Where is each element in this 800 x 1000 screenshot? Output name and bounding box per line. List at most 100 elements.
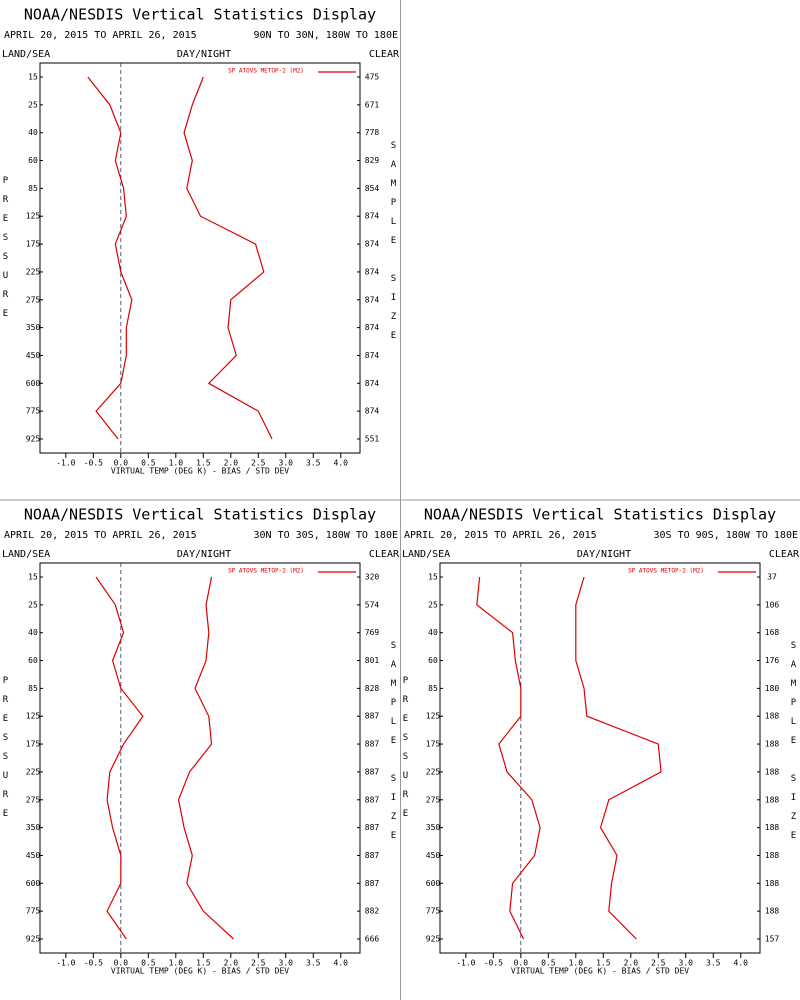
x-tick-label: 0.0 [114, 459, 129, 468]
x-tick-label: -1.0 [56, 459, 75, 468]
x-axis-label: VIRTUAL TEMP (DEG K) - BIAS / STD DEV [511, 967, 689, 976]
sample-size: 168 [765, 628, 780, 637]
date-range: APRIL 20, 2015 TO APRIL 26, 2015 [4, 30, 197, 41]
x-tick-label: 2.5 [651, 959, 666, 968]
y-tick-label: 40 [28, 628, 38, 637]
y-tick-label: 85 [428, 684, 438, 693]
series-line [476, 576, 541, 940]
y-tick-label: 600 [426, 879, 441, 888]
x-tick-label: 1.0 [569, 959, 584, 968]
legend-label: SP ATOVS METOP-2 (M2) [228, 568, 304, 575]
clear: CLEAR [769, 549, 800, 560]
sample-size: 475 [365, 73, 380, 82]
y-tick-label: 275 [26, 295, 41, 304]
x-tick-label: 1.5 [196, 959, 211, 968]
x-tick-label: 2.0 [624, 959, 639, 968]
legend-label: SP ATOVS METOP-2 (M2) [228, 68, 304, 75]
y-tick-label: 175 [426, 740, 441, 749]
sample-size: 874 [365, 407, 380, 416]
y-tick-label: 925 [26, 935, 41, 944]
plot-frame [39, 62, 361, 454]
plot-frame [39, 562, 361, 954]
sample-size: 854 [365, 184, 380, 193]
y-axis-label: PRESSURE [401, 676, 411, 828]
x-tick-label: 3.5 [306, 459, 321, 468]
y-tick-label: 450 [26, 351, 41, 360]
series-line [177, 576, 234, 940]
sample-size: 106 [765, 600, 780, 609]
sample-size: 882 [365, 907, 380, 916]
x-tick-label: -0.5 [484, 959, 503, 968]
y-tick-label: 60 [428, 656, 438, 665]
x-tick-label: 4.0 [334, 959, 349, 968]
region: 90N TO 30N, 180W TO 180E [254, 30, 399, 41]
x-axis-label: VIRTUAL TEMP (DEG K) - BIAS / STD DEV [111, 967, 289, 976]
y-tick-label: 125 [26, 712, 41, 721]
y-tick-label: 85 [28, 184, 38, 193]
y-tick-label: 225 [426, 767, 441, 776]
y-tick-label: 15 [28, 73, 38, 82]
y-tick-label: 15 [28, 573, 38, 582]
y-tick-label: 60 [28, 156, 38, 165]
x-tick-label: 1.0 [169, 959, 184, 968]
x-tick-label: 3.0 [679, 959, 694, 968]
sample-size: 874 [365, 212, 380, 221]
x-tick-label: -0.5 [84, 459, 103, 468]
sample-size: 666 [365, 935, 380, 944]
date-range: APRIL 20, 2015 TO APRIL 26, 2015 [4, 530, 197, 541]
sample-size: 887 [365, 851, 380, 860]
y-tick-label: 40 [428, 628, 438, 637]
x-tick-label: 0.5 [541, 959, 556, 968]
sample-size: 37 [767, 573, 777, 582]
sample-size: 887 [365, 823, 380, 832]
sample-size: 180 [765, 684, 780, 693]
sample-size: 574 [365, 600, 380, 609]
sample-size: 801 [365, 656, 380, 665]
day-night: DAY/NIGHT [177, 49, 231, 60]
series-line [183, 76, 273, 440]
y-axis-label: PRESSURE [1, 176, 11, 328]
y2-axis-label: SAMPLE SIZE [789, 641, 799, 850]
x-tick-label: 4.0 [734, 959, 749, 968]
y-tick-label: 600 [26, 879, 41, 888]
chart-title: NOAA/NESDIS Vertical Statistics Display [24, 506, 376, 524]
x-tick-label: 2.0 [224, 459, 239, 468]
x-tick-label: 2.5 [251, 959, 266, 968]
y-tick-label: 25 [428, 600, 438, 609]
land-sea: LAND/SEA [2, 549, 50, 560]
y-tick-label: 275 [26, 795, 41, 804]
y-tick-label: 25 [28, 600, 38, 609]
y-tick-label: 600 [26, 379, 41, 388]
y-tick-label: 775 [426, 907, 441, 916]
sample-size: 188 [765, 879, 780, 888]
x-tick-label: 1.5 [596, 959, 611, 968]
x-tick-label: 2.5 [251, 459, 266, 468]
series-line [575, 576, 662, 940]
sample-size: 874 [365, 351, 380, 360]
region: 30N TO 30S, 180W TO 180E [254, 530, 399, 541]
legend-label: SP ATOVS METOP-2 (M2) [628, 568, 704, 575]
land-sea: LAND/SEA [2, 49, 50, 60]
x-tick-label: 3.5 [706, 959, 721, 968]
y-axis-label: PRESSURE [1, 676, 11, 828]
y-tick-label: 125 [426, 712, 441, 721]
x-tick-label: 0.0 [514, 959, 529, 968]
chart-title: NOAA/NESDIS Vertical Statistics Display [424, 506, 776, 524]
sample-size: 551 [365, 435, 380, 444]
y-tick-label: 450 [426, 851, 441, 860]
y-tick-label: 775 [26, 407, 41, 416]
y-tick-label: 60 [28, 656, 38, 665]
sample-size: 887 [365, 795, 380, 804]
sample-size: 874 [365, 295, 380, 304]
sample-size: 778 [365, 128, 380, 137]
y-tick-label: 125 [26, 212, 41, 221]
x-tick-label: 0.5 [141, 959, 156, 968]
date-range: APRIL 20, 2015 TO APRIL 26, 2015 [404, 530, 597, 541]
x-tick-label: 1.5 [196, 459, 211, 468]
sample-size: 769 [365, 628, 380, 637]
day-night: DAY/NIGHT [577, 549, 631, 560]
sample-size: 874 [365, 240, 380, 249]
x-tick-label: 4.0 [334, 459, 349, 468]
sample-size: 320 [365, 573, 380, 582]
